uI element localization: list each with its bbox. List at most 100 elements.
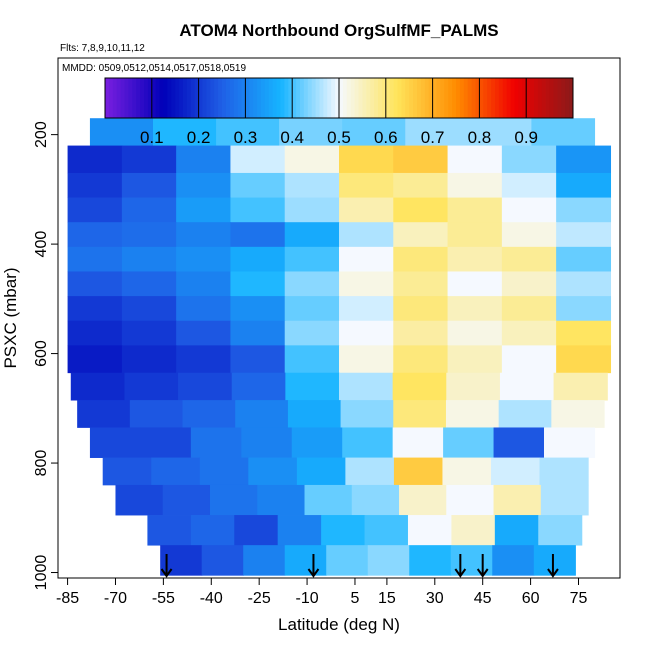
heatmap-cell [89,427,141,458]
plot-frame [57,57,621,579]
heatmap-cell [147,515,192,546]
colorbar-swatch [432,78,437,118]
colorbar-swatch [374,78,379,118]
heatmap-cell [326,545,369,576]
colorbar-swatch [229,78,235,118]
heatmap-cell [121,222,177,248]
colorbar-swatch [553,78,558,118]
colorbar-swatch [393,78,398,118]
heatmap-cell [284,222,340,248]
heatmap-cell [284,246,340,272]
heatmap-cell [67,172,123,198]
colorbar-swatch [479,78,484,118]
heatmap-cell [407,515,452,546]
heatmap-cell [446,484,495,516]
colorbar-swatch [225,78,231,118]
heatmap-cell [498,400,552,428]
colorbar-swatch [112,78,118,118]
heatmap-cell [284,271,340,297]
colorbar-swatch [105,78,110,118]
heatmap-cell [556,320,612,346]
heatmap-cell [77,400,131,428]
heatmap-cell [447,197,503,223]
y-tick-label: 800 [33,450,50,477]
colorbar-swatch [276,78,281,118]
colorbar-swatch [487,78,492,118]
heatmap-cell [445,400,500,428]
heatmap-cell [321,515,366,546]
profile-arrow-icon [307,554,320,578]
x-tick-label: -40 [200,590,223,607]
heatmap-cell [447,246,503,272]
heatmap-cell [235,400,289,428]
heatmap-cell [230,222,286,248]
colorbar-swatch [424,78,430,118]
heatmap-cell [339,345,394,374]
colorbar-swatch [280,78,285,118]
heatmap-cell [393,222,449,248]
colorbar-swatch [171,78,176,118]
colorbar-swatch [303,78,309,118]
colorbar-swatch [124,78,129,118]
heatmap-cell [447,271,503,297]
heatmap-cell [230,345,286,374]
heatmap-cell [284,172,340,198]
heatmap-cell [115,484,164,516]
x-tick-label: -10 [296,590,319,607]
colorbar-swatch [327,78,332,118]
heatmap-cell [393,345,449,374]
heatmap-cell [176,320,232,346]
x-tick-label: -70 [104,590,127,607]
colorbar-swatch [116,78,122,118]
heatmap-cell [442,457,492,486]
colorbar-swatch [545,78,551,118]
colorbar-swatch [108,78,114,118]
heatmap-cell [176,172,232,198]
y-axis-label: PSXC (mbar) [1,267,20,368]
colorbar-tick-label: 0.9 [514,128,538,147]
heatmap-cell [176,271,232,297]
colorbar-swatch [436,78,441,118]
heatmap-cell [279,118,343,146]
heatmap-cell [243,545,286,576]
heatmap-cell [121,345,177,374]
colorbar-swatch [471,78,476,118]
heatmap-cell [556,145,612,174]
colorbar-swatch [237,78,242,118]
colorbar-swatch [218,78,223,118]
profile-markers [160,554,559,578]
colorbar-swatch [183,78,188,118]
heatmap-cell [339,246,394,272]
heatmap-cell [67,222,123,248]
colorbar-swatch [405,78,410,118]
x-tick-label: 60 [522,590,540,607]
colorbar-swatch [342,78,348,118]
colorbar-swatch [510,78,515,118]
heatmap-cell [339,320,394,346]
heatmap-cell [67,246,123,272]
heatmap-cell [182,400,236,428]
heatmap-cell [556,296,612,322]
heatmap-cell [367,545,410,576]
heatmap-cell [493,484,542,516]
colorbar-swatch [268,78,274,118]
heatmap-cell [393,197,449,223]
heatmap-cell [409,545,452,576]
colorbar-swatch [159,78,164,118]
colorbar-swatch [249,78,254,118]
heatmap-cell [176,296,232,322]
heatmap-cell [501,271,557,297]
dates-label: MMDD: 0509,0512,0514,0517,0518,0519 [62,63,246,74]
colorbar-swatch [354,78,359,118]
heatmap-cell [230,172,286,198]
colorbar-swatch [144,78,149,118]
heatmap-cell [67,197,123,223]
colorbar-swatch [214,78,219,118]
heatmap-cell [121,320,177,346]
heatmap-cell [405,118,469,146]
colorbar-swatch [557,78,562,118]
heatmap-cell [121,145,177,174]
heatmap-cell [447,345,503,374]
colorbar-swatch [346,78,352,118]
heatmap-cell [230,296,286,322]
